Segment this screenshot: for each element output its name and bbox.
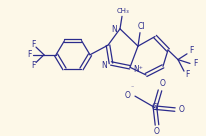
- Text: Cl: Cl: [151, 103, 159, 112]
- Text: N: N: [101, 61, 107, 70]
- Text: F: F: [27, 50, 31, 59]
- Text: N: N: [111, 25, 117, 34]
- Text: Cl: Cl: [137, 22, 145, 31]
- Text: F: F: [185, 70, 189, 79]
- Text: O: O: [154, 127, 160, 136]
- Text: ⁻: ⁻: [130, 86, 134, 91]
- Text: CH₃: CH₃: [117, 8, 129, 14]
- Text: O: O: [179, 105, 185, 114]
- Text: F: F: [193, 59, 197, 68]
- Text: F: F: [31, 61, 35, 70]
- Text: F: F: [31, 40, 35, 49]
- Text: O: O: [125, 91, 131, 100]
- Text: F: F: [189, 47, 193, 55]
- Text: N⁺: N⁺: [133, 65, 143, 74]
- Text: O: O: [160, 79, 166, 88]
